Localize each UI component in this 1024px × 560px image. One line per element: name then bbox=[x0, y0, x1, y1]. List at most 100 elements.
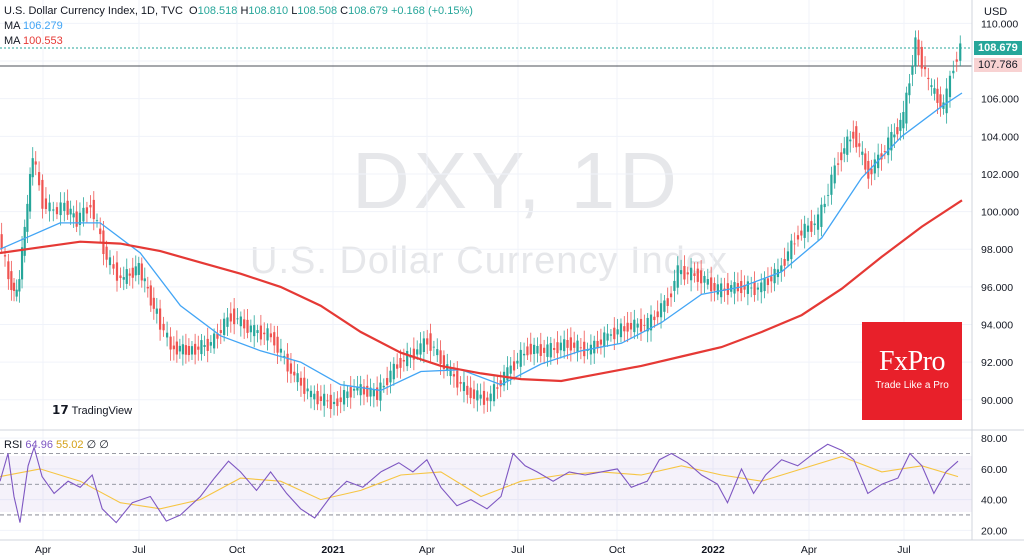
candle-body bbox=[386, 378, 389, 386]
y-tick-label: 106.000 bbox=[981, 94, 1019, 106]
symbol-title: U.S. Dollar Currency Index, 1D, TVC bbox=[4, 5, 183, 17]
candle-body bbox=[939, 94, 942, 108]
candle-body bbox=[816, 214, 820, 230]
last-price-tag: 108.679 bbox=[974, 41, 1022, 55]
candle-body bbox=[948, 75, 952, 98]
candle-body bbox=[369, 387, 372, 397]
candle-body bbox=[181, 344, 184, 355]
candle-body bbox=[303, 377, 306, 394]
x-tick-label: Apr bbox=[419, 544, 436, 556]
candle-body bbox=[146, 286, 149, 289]
candle-body bbox=[319, 396, 322, 401]
candle-body bbox=[122, 277, 125, 280]
candle-body bbox=[162, 323, 165, 331]
candle-body bbox=[512, 361, 516, 371]
candle-body bbox=[753, 281, 756, 296]
candle-body bbox=[914, 37, 917, 66]
chart-header: U.S. Dollar Currency Index, 1D, TVC O108… bbox=[4, 5, 473, 17]
candle-body bbox=[128, 273, 131, 276]
candle-body bbox=[846, 136, 849, 155]
candle-body bbox=[499, 380, 502, 387]
candle-body bbox=[55, 207, 59, 215]
candle-body bbox=[559, 342, 562, 351]
ma-slow-line bbox=[0, 199, 963, 383]
candle-body bbox=[206, 338, 209, 351]
candle-body bbox=[85, 207, 89, 214]
candle-body bbox=[236, 318, 239, 320]
candle-body bbox=[596, 340, 599, 349]
rsi-line bbox=[0, 443, 959, 524]
candle-body bbox=[546, 344, 549, 357]
candle-body bbox=[893, 134, 896, 138]
candle-body bbox=[955, 59, 958, 62]
candle-body bbox=[623, 326, 626, 332]
candle-body bbox=[449, 367, 452, 377]
candle-body bbox=[870, 168, 873, 175]
candle-body bbox=[155, 308, 158, 314]
candle-body bbox=[599, 339, 603, 345]
candle-body bbox=[659, 303, 663, 318]
candle-body bbox=[820, 204, 823, 227]
candle-body bbox=[539, 344, 542, 356]
x-tick-label: Jul bbox=[897, 544, 910, 556]
candle-body bbox=[526, 346, 529, 356]
candle-body bbox=[105, 246, 108, 260]
candle-body bbox=[3, 255, 7, 257]
rsi-ma-value: 55.02 bbox=[56, 439, 84, 451]
candle-body bbox=[496, 387, 499, 389]
candle-body bbox=[253, 325, 256, 337]
candle-body bbox=[412, 348, 415, 360]
candle-body bbox=[606, 333, 609, 341]
candle-body bbox=[686, 272, 689, 275]
candle-body bbox=[108, 257, 112, 266]
candle-body bbox=[266, 328, 269, 341]
candle-body bbox=[72, 213, 75, 218]
candle-body bbox=[569, 337, 572, 351]
candle-body bbox=[140, 263, 143, 281]
candle-body bbox=[172, 345, 175, 350]
candle-body bbox=[743, 284, 746, 290]
y-tick-label: 96.000 bbox=[981, 282, 1013, 294]
candle-body bbox=[362, 386, 366, 395]
candle-body bbox=[306, 388, 309, 392]
candle-body bbox=[12, 282, 16, 291]
candle-body bbox=[416, 349, 419, 355]
y-tick-label: 100.000 bbox=[981, 207, 1019, 219]
x-tick-label: Apr bbox=[35, 544, 52, 556]
candle-body bbox=[256, 330, 259, 334]
candle-body bbox=[382, 385, 385, 388]
candle-body bbox=[750, 287, 753, 289]
candle-body bbox=[332, 401, 336, 405]
candle-body bbox=[703, 275, 706, 283]
candle-body bbox=[336, 398, 339, 407]
currency-label: USD bbox=[984, 6, 1008, 18]
candle-body bbox=[522, 353, 526, 356]
candle-body bbox=[563, 339, 566, 352]
candle-body bbox=[219, 330, 222, 334]
candle-body bbox=[646, 317, 649, 332]
candle-body bbox=[406, 350, 409, 367]
candle-body bbox=[41, 179, 44, 209]
candle-body bbox=[75, 211, 78, 227]
candle-body bbox=[286, 353, 289, 372]
candle-body bbox=[806, 225, 810, 232]
candle-body bbox=[7, 261, 10, 280]
candle-body bbox=[23, 226, 26, 256]
candle-body bbox=[299, 377, 303, 386]
candle-body bbox=[533, 344, 536, 355]
candle-body bbox=[20, 247, 24, 280]
candle-body bbox=[836, 163, 840, 165]
candle-body bbox=[873, 159, 876, 174]
candle-body bbox=[833, 165, 836, 184]
candle-body bbox=[529, 343, 532, 355]
open-value: 108.518 bbox=[197, 5, 238, 17]
candle-body bbox=[690, 267, 693, 281]
candle-body bbox=[486, 397, 489, 401]
candle-body bbox=[158, 308, 162, 330]
candle-body bbox=[716, 284, 719, 295]
candle-body bbox=[169, 336, 172, 350]
ref-price-tag: 107.786 bbox=[974, 58, 1022, 72]
candle-body bbox=[696, 268, 699, 282]
candle-body bbox=[700, 270, 703, 284]
